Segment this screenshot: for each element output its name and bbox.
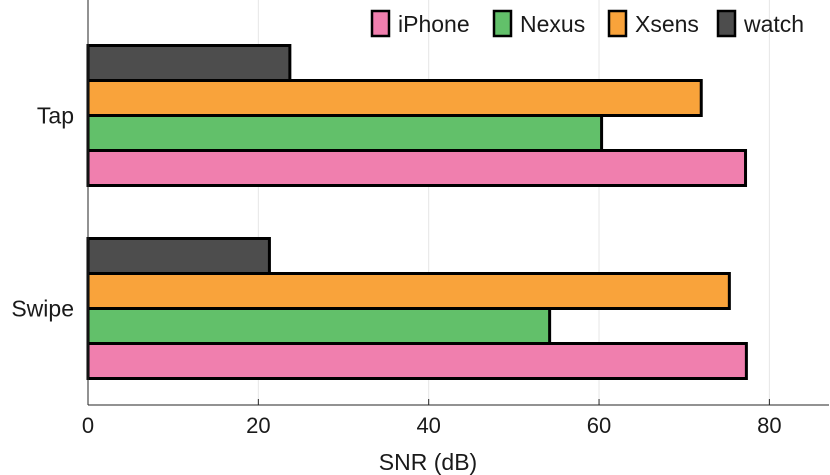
x-tick-label: 60 [587,413,611,438]
bar-tap-xsens [86,79,703,117]
bar-swipe-watch [86,237,271,275]
bar-tap-nexus [86,114,604,152]
legend-label-nexus: Nexus [520,11,585,37]
legend-label-watch: watch [743,11,804,37]
x-tick-label: 20 [246,413,270,438]
x-tick-label: 0 [82,413,94,438]
bar-swipe-xsens [86,272,731,310]
category-label-swipe: Swipe [11,296,74,322]
x-tick-label: 40 [416,413,440,438]
legend-swatch-watch [716,9,737,38]
bar-tap-iphone [86,149,748,187]
axes: Tap Swipe 0 20 40 60 80 [11,0,829,438]
legend: iPhone Nexus Xsens watch [370,9,804,38]
bars [86,44,748,380]
legend-swatch-nexus [492,9,513,38]
legend-label-xsens: Xsens [635,11,699,37]
category-label-tap: Tap [37,103,74,129]
legend-label-iphone: iPhone [398,11,470,37]
legend-swatch-xsens [607,9,628,38]
x-tick-label: 80 [757,413,781,438]
legend-swatch-iphone [370,9,391,38]
bar-tap-watch [86,44,292,82]
bar-swipe-iphone [86,342,748,380]
x-axis-title: SNR (dB) [379,449,477,475]
bar-swipe-nexus [86,307,552,345]
